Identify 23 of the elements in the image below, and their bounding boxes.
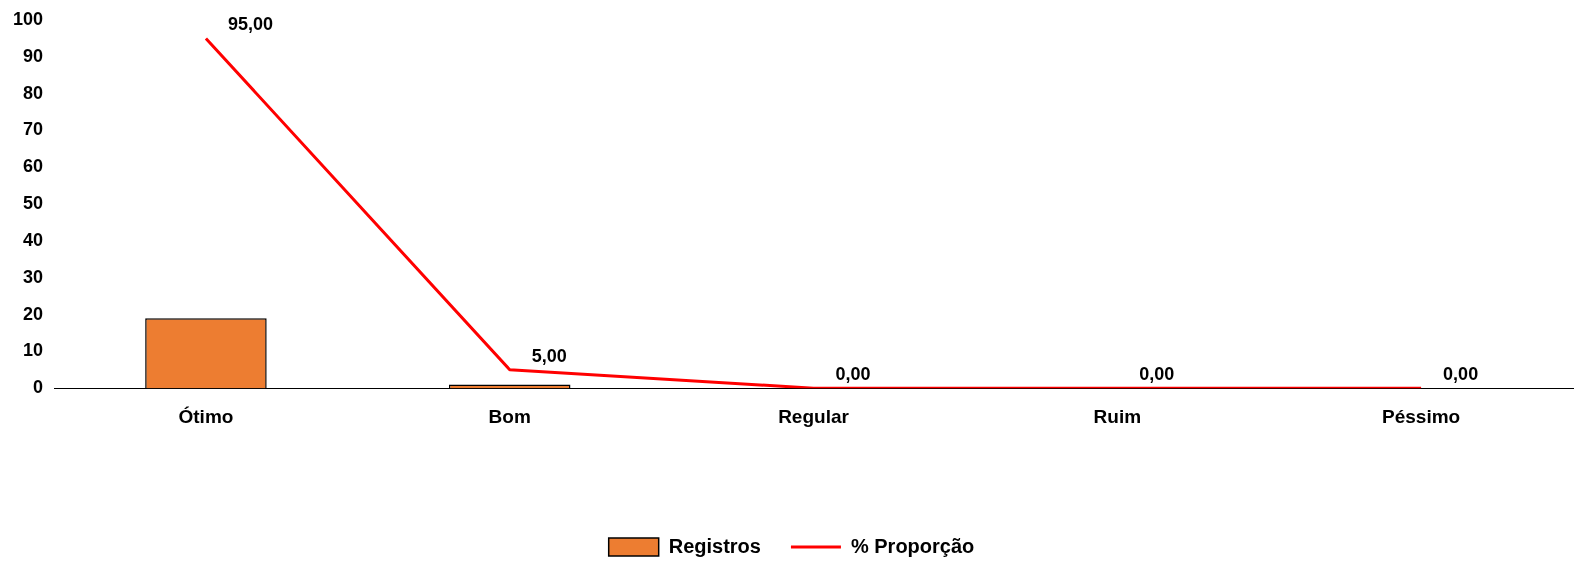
y-tick-label: 90 [23,45,44,66]
y-tick-label: 0 [33,377,44,398]
y-tick-label: 40 [23,229,44,250]
y-tick-label: 80 [23,82,44,103]
y-tick-label: 10 [23,340,44,361]
y-tick-label: 20 [23,303,44,324]
x-tick-label: Péssimo [1382,405,1461,427]
data-label: 0,00 [1139,364,1175,385]
y-tick-label: 60 [23,156,44,177]
y-tick-label: 50 [23,193,44,214]
y-tick-label: 30 [23,266,44,287]
y-tick-label: 70 [23,119,44,140]
x-tick-label: Ótimo [178,405,234,427]
legend-label: Registros [668,534,761,557]
data-label: 0,00 [1443,364,1479,385]
legend-label: % Proporção [850,534,975,557]
data-label: 0,00 [835,364,871,385]
data-label: 5,00 [531,345,567,366]
x-tick-label: Bom [488,405,531,427]
x-tick-label: Ruim [1093,405,1142,427]
y-tick-label: 100 [12,8,44,29]
x-tick-label: Regular [778,405,850,427]
data-label: 95,00 [227,14,273,35]
